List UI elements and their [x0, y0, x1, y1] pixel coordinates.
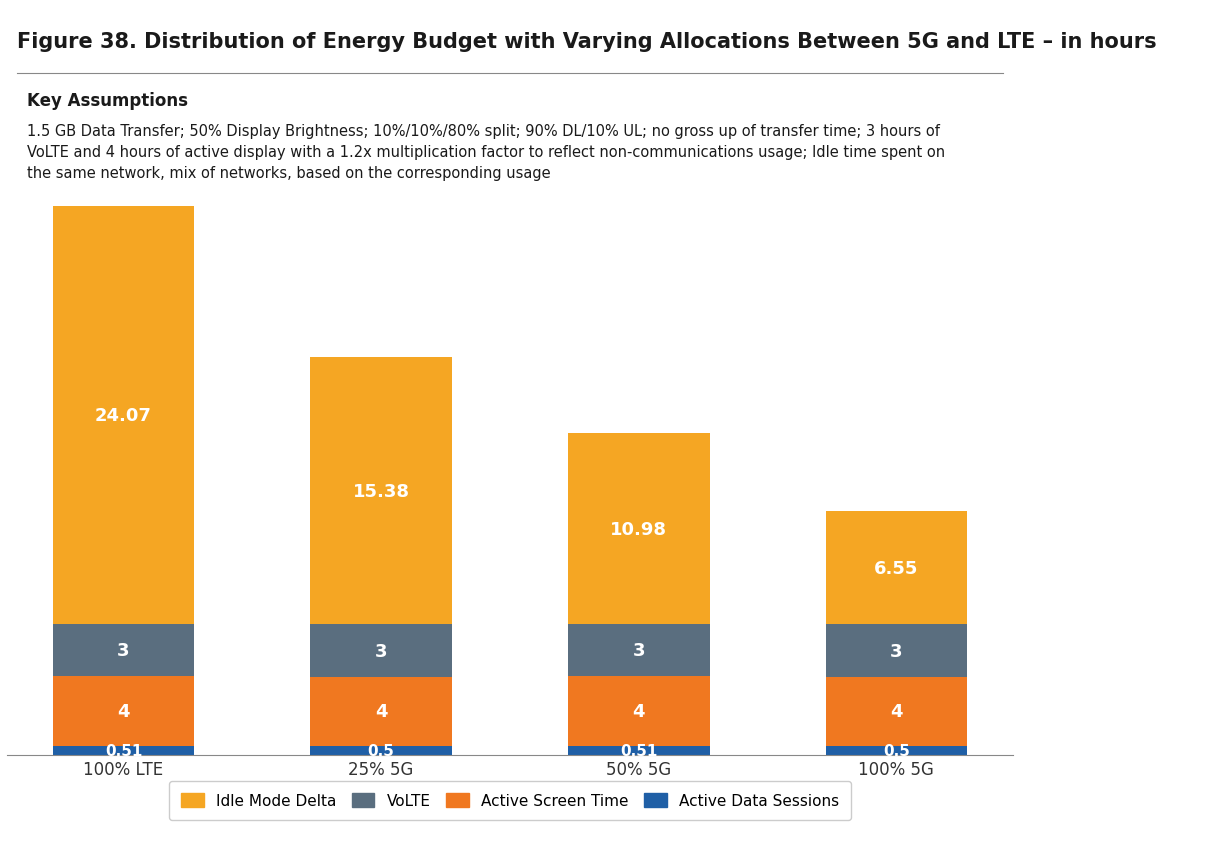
Text: 4: 4 [633, 703, 645, 721]
Text: 4: 4 [890, 703, 903, 721]
Bar [826, 746, 968, 755]
Text: Figure 38. Distribution of Energy Budget with Varying Allocations Between 5G and: Figure 38. Distribution of Energy Budget… [17, 32, 1157, 52]
Legend: Idle Mode Delta, VoLTE, Active Screen Time, Active Data Sessions: Idle Mode Delta, VoLTE, Active Screen Ti… [169, 780, 852, 821]
Bar [310, 746, 452, 755]
Text: 10.98: 10.98 [610, 520, 667, 538]
Text: 4: 4 [117, 703, 130, 721]
Bar [826, 624, 968, 677]
Text: 6.55: 6.55 [874, 559, 919, 577]
Text: 1.5 GB Data Transfer; 50% Display Brightness; 10%/10%/80% split; 90% DL/10% UL; : 1.5 GB Data Transfer; 50% Display Bright… [27, 124, 945, 181]
Text: 0.51: 0.51 [620, 743, 657, 758]
Bar [53, 746, 194, 755]
Bar [310, 357, 452, 624]
Bar [310, 677, 452, 746]
Bar [568, 624, 710, 676]
Bar [53, 624, 194, 676]
Bar [53, 206, 194, 624]
X-axis label: Hours: Hours [480, 783, 540, 802]
Text: Key Assumptions: Key Assumptions [27, 92, 188, 110]
Text: 15.38: 15.38 [353, 482, 409, 500]
Bar [310, 624, 452, 677]
Bar [826, 511, 968, 624]
Bar [568, 434, 710, 624]
Bar [826, 677, 968, 746]
Text: 0.5: 0.5 [884, 743, 910, 758]
Text: 0.5: 0.5 [368, 743, 395, 758]
Text: 24.07: 24.07 [95, 407, 152, 425]
Text: 3: 3 [633, 641, 645, 659]
Text: 3: 3 [117, 641, 130, 659]
Bar [53, 676, 194, 746]
Text: 3: 3 [890, 641, 903, 660]
Text: 4: 4 [375, 703, 387, 721]
Bar [568, 676, 710, 746]
Text: 3: 3 [375, 641, 387, 660]
Text: 0.51: 0.51 [105, 743, 142, 758]
Bar [568, 746, 710, 755]
